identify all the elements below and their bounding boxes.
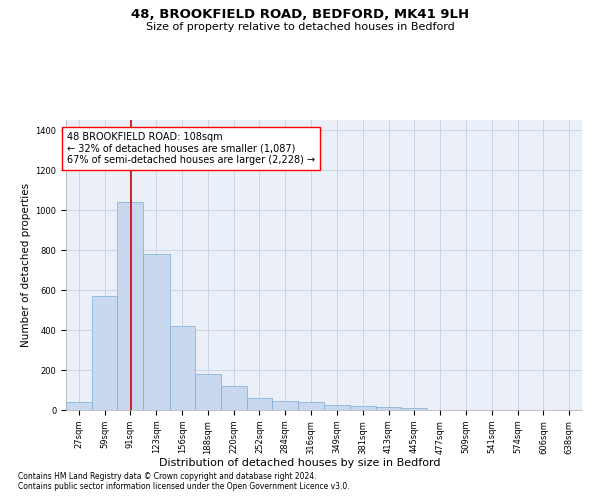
Bar (92, 296, 118, 410)
Bar (325, 405, 350, 410)
Text: Contains HM Land Registry data © Crown copyright and database right 2024.: Contains HM Land Registry data © Crown c… (18, 472, 317, 481)
Bar (66, 402, 92, 410)
Bar (376, 407, 401, 410)
Bar (272, 401, 298, 410)
Y-axis label: Number of detached properties: Number of detached properties (21, 183, 31, 347)
Bar (143, 254, 170, 410)
Text: Distribution of detached houses by size in Bedford: Distribution of detached houses by size … (159, 458, 441, 468)
Bar (350, 406, 376, 410)
Bar (247, 398, 272, 410)
Bar (401, 408, 427, 410)
Bar (298, 402, 325, 410)
Text: 48, BROOKFIELD ROAD, BEDFORD, MK41 9LH: 48, BROOKFIELD ROAD, BEDFORD, MK41 9LH (131, 8, 469, 20)
Bar (170, 326, 195, 410)
Bar (118, 202, 143, 410)
Bar (221, 386, 247, 410)
Bar (195, 374, 221, 410)
Text: Contains public sector information licensed under the Open Government Licence v3: Contains public sector information licen… (18, 482, 350, 491)
Text: 48 BROOKFIELD ROAD: 108sqm
← 32% of detached houses are smaller (1,087)
67% of s: 48 BROOKFIELD ROAD: 108sqm ← 32% of deta… (67, 132, 315, 165)
Text: Size of property relative to detached houses in Bedford: Size of property relative to detached ho… (146, 22, 454, 32)
